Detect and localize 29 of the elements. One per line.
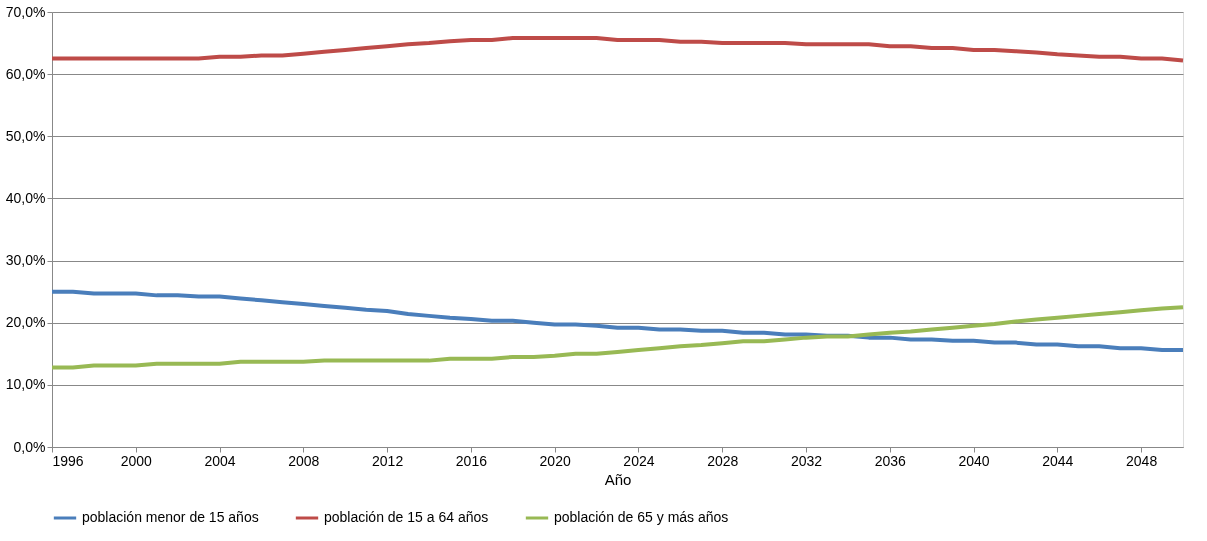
x-tick-label: 2032 [790,452,823,469]
x-axis-title: Año [604,470,632,488]
y-tick-label: 10,0% [5,376,46,393]
line-series [50,305,1185,370]
y-tick-label: 50,0% [5,127,46,144]
x-tick-label: 2040 [958,452,990,469]
y-tick-label: 70,0% [5,3,46,20]
legend-label: población menor de 15 años [82,509,259,525]
x-tick-label: 2020 [539,452,571,469]
y-tick-label: 40,0% [5,189,46,206]
x-tick-label: 2044 [1042,452,1074,469]
y-tick-label: 20,0% [5,314,46,331]
x-tick-label: 2012 [372,452,404,469]
x-tick-label: 2004 [204,452,236,469]
x-tick-label: 2024 [623,452,655,469]
x-tick-label: 1996 [52,452,84,469]
y-tick-label: 60,0% [5,65,46,82]
x-tick-label: 2036 [874,452,907,469]
legend-label: población de 15 a 64 años [324,509,489,525]
x-tick-label: 2008 [288,452,320,469]
y-tick-label: 30,0% [5,252,46,269]
line-series [50,36,1185,63]
x-tick-label: 2048 [1126,452,1158,469]
legend-label: población de 65 y más años [554,509,729,525]
x-tick-label: 2000 [120,452,153,469]
x-tick-label: 2016 [455,452,488,469]
y-tick-label: 0,0% [13,438,46,455]
line-series [50,289,1185,353]
x-tick-label: 2028 [707,452,739,469]
